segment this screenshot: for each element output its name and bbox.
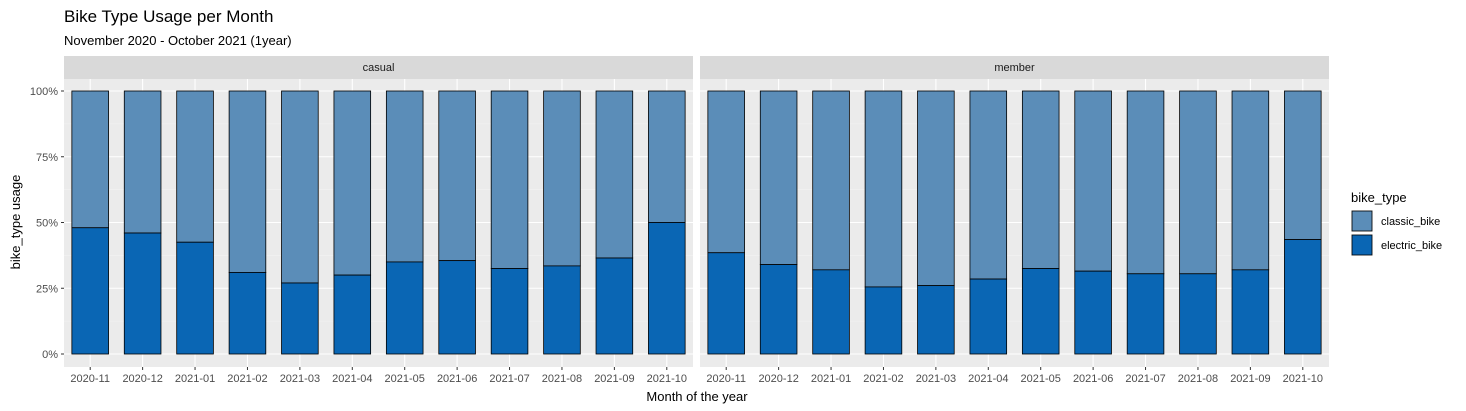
bar-classic-bike-casual-2021-01 — [176, 90, 214, 243]
bar-classic-bike-member-2021-09 — [1231, 90, 1270, 271]
x-tick-label: 2021-08 — [542, 373, 582, 385]
bar-classic-bike-member-2021-03 — [917, 90, 955, 287]
bar-electric-bike-casual-2021-09 — [595, 257, 634, 355]
facet-strip — [700, 56, 1329, 79]
x-tick-label: 2020-11 — [706, 373, 746, 385]
x-tick-label: 2021-07 — [489, 373, 529, 385]
bar-electric-bike-casual-2021-03 — [281, 282, 319, 355]
x-tick-label: 2021-09 — [1230, 373, 1270, 385]
x-tick-label: 2021-01 — [811, 373, 851, 385]
bar-electric-bike-casual-2021-08 — [543, 265, 581, 355]
bar-classic-bike-member-2021-04 — [969, 90, 1008, 280]
x-tick-label: 2020-12 — [758, 373, 798, 385]
bar-classic-bike-casual-2020-11 — [71, 90, 109, 229]
x-tick-label: 2021-05 — [385, 373, 425, 385]
y-tick-label: 0% — [42, 349, 58, 361]
bar-classic-bike-casual-2021-03 — [281, 90, 319, 284]
facet-strip — [64, 56, 693, 79]
bar-classic-bike-casual-2020-12 — [123, 90, 162, 234]
y-tick-label: 50% — [36, 218, 58, 230]
x-tick-label: 2021-07 — [1125, 373, 1165, 385]
x-tick-label: 2021-04 — [968, 373, 1008, 385]
bar-classic-bike-casual-2021-10 — [648, 90, 686, 223]
bar-electric-bike-member-2021-06 — [1074, 270, 1112, 355]
chart-subtitle: November 2020 - October 2021 (1year) — [64, 33, 292, 48]
bar-electric-bike-casual-2021-02 — [228, 272, 267, 355]
facet-strip-label: casual — [363, 62, 395, 74]
x-tick-label: 2021-02 — [863, 373, 903, 385]
x-tick-label: 2021-05 — [1021, 373, 1061, 385]
bar-electric-bike-casual-2021-07 — [490, 268, 529, 355]
x-tick-label: 2021-06 — [1073, 373, 1113, 385]
facet-panel-member: member 2020-11 2020-12 2021-01 2021-02 2021-0… — [700, 56, 1329, 385]
bar-classic-bike-member-2021-07 — [1126, 90, 1165, 275]
bar-electric-bike-member-2021-10 — [1284, 239, 1322, 355]
bar-classic-bike-member-2020-11 — [707, 90, 745, 254]
legend-label-electric_bike: electric_bike — [1381, 240, 1442, 252]
bar-electric-bike-member-2020-12 — [759, 264, 798, 355]
x-tick-label: 2020-11 — [70, 373, 110, 385]
bar-electric-bike-casual-2020-12 — [123, 232, 162, 355]
bar-electric-bike-member-2021-05 — [1021, 268, 1060, 355]
bar-classic-bike-casual-2021-04 — [333, 90, 372, 276]
bar-classic-bike-casual-2021-06 — [438, 90, 476, 262]
bar-electric-bike-member-2020-11 — [707, 252, 745, 355]
bar-electric-bike-casual-2021-05 — [385, 261, 424, 355]
x-tick-label: 2021-01 — [175, 373, 215, 385]
bar-classic-bike-member-2020-12 — [759, 90, 798, 265]
bar-classic-bike-member-2021-02 — [864, 90, 903, 288]
x-tick-label: 2021-09 — [594, 373, 634, 385]
x-tick-label: 2021-03 — [916, 373, 956, 385]
x-tick-label: 2021-10 — [647, 373, 687, 385]
bar-electric-bike-member-2021-09 — [1231, 269, 1270, 355]
x-tick-label: 2021-08 — [1178, 373, 1218, 385]
bar-electric-bike-member-2021-08 — [1179, 273, 1217, 355]
x-tick-label: 2021-04 — [332, 373, 372, 385]
bar-classic-bike-member-2021-08 — [1179, 90, 1217, 275]
bar-electric-bike-member-2021-07 — [1126, 273, 1165, 355]
legend-swatch-electric_bike — [1351, 234, 1373, 256]
bar-classic-bike-casual-2021-07 — [490, 90, 529, 269]
bar-classic-bike-member-2021-01 — [812, 90, 850, 271]
x-axis-title: Month of the year — [646, 389, 748, 404]
y-tick-label: 25% — [36, 283, 58, 295]
bar-classic-bike-casual-2021-09 — [595, 90, 634, 259]
y-tick-label: 100% — [30, 86, 58, 98]
x-tick-label: 2021-02 — [227, 373, 267, 385]
legend-title: bike_type — [1351, 190, 1407, 205]
bar-electric-bike-member-2021-01 — [812, 269, 850, 355]
bar-electric-bike-casual-2021-10 — [648, 222, 686, 355]
legend-swatch-classic_bike — [1351, 210, 1373, 232]
y-axis-title: bike_type usage — [8, 175, 23, 270]
bar-classic-bike-member-2021-06 — [1074, 90, 1112, 272]
bar-classic-bike-casual-2021-05 — [385, 90, 424, 263]
bar-electric-bike-member-2021-03 — [917, 285, 955, 355]
x-tick-label: 2021-10 — [1283, 373, 1323, 385]
bar-electric-bike-casual-2021-06 — [438, 260, 476, 355]
bar-electric-bike-casual-2020-11 — [71, 227, 109, 355]
legend-label-classic_bike: classic_bike — [1381, 216, 1440, 228]
x-tick-label: 2020-12 — [122, 373, 162, 385]
bar-electric-bike-member-2021-02 — [864, 286, 903, 355]
bar-electric-bike-casual-2021-04 — [333, 274, 372, 355]
bar-classic-bike-casual-2021-02 — [228, 90, 267, 273]
bar-electric-bike-member-2021-04 — [969, 278, 1008, 355]
facet-panel-casual: casual 2020-11 2020-12 2021-01 2021-02 2021-0… — [30, 56, 693, 385]
y-tick-label: 75% — [36, 152, 58, 164]
facet-strip-label: member — [994, 62, 1035, 74]
bar-electric-bike-casual-2021-01 — [176, 241, 214, 355]
x-tick-label: 2021-06 — [437, 373, 477, 385]
x-tick-label: 2021-03 — [280, 373, 320, 385]
bar-classic-bike-member-2021-10 — [1284, 90, 1322, 240]
legend: bike_type classic_bike electric_bike — [1351, 190, 1442, 256]
bar-classic-bike-casual-2021-08 — [543, 90, 581, 267]
chart-title: Bike Type Usage per Month — [64, 7, 273, 26]
facet-panels: casual 2020-11 2020-12 2021-01 2021-02 2021-0… — [30, 56, 1329, 385]
bar-classic-bike-member-2021-05 — [1021, 90, 1060, 269]
